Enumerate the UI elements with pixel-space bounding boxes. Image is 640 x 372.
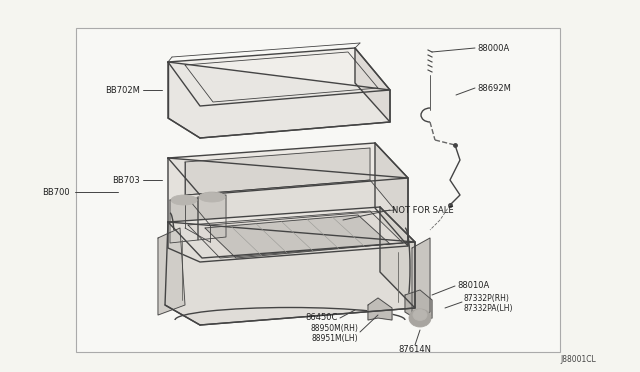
Text: 86450C: 86450C [306,314,338,323]
Polygon shape [158,228,185,315]
Polygon shape [168,48,390,106]
Polygon shape [168,62,390,138]
Text: 88010A: 88010A [457,282,489,291]
Ellipse shape [199,192,225,202]
Polygon shape [188,211,403,258]
Polygon shape [368,298,392,320]
Ellipse shape [413,310,427,321]
Bar [76,28,560,352]
Text: J88001CL: J88001CL [560,356,596,365]
Polygon shape [380,207,415,308]
Text: 88000A: 88000A [477,44,509,52]
Text: 87332PA(LH): 87332PA(LH) [464,304,513,312]
Text: 87332P(RH): 87332P(RH) [464,294,510,302]
Polygon shape [185,148,370,195]
Text: 87614N: 87614N [399,346,431,355]
Polygon shape [405,290,432,320]
Polygon shape [412,238,430,322]
Polygon shape [185,180,395,225]
Polygon shape [170,198,198,243]
Polygon shape [205,215,390,258]
Text: 88951M(LH): 88951M(LH) [312,334,358,343]
Ellipse shape [409,309,431,327]
Text: NOT FOR SALE: NOT FOR SALE [392,205,454,215]
Ellipse shape [171,195,197,205]
Text: 88692M: 88692M [477,83,511,93]
Polygon shape [168,143,408,195]
Polygon shape [355,48,390,122]
Polygon shape [165,222,415,325]
Polygon shape [198,195,226,240]
Text: BB702M: BB702M [105,86,140,94]
Polygon shape [375,143,408,246]
Polygon shape [168,207,415,258]
Text: 88950M(RH): 88950M(RH) [310,324,358,333]
Polygon shape [168,158,408,262]
Text: BB703: BB703 [112,176,140,185]
Text: BB700: BB700 [42,187,70,196]
